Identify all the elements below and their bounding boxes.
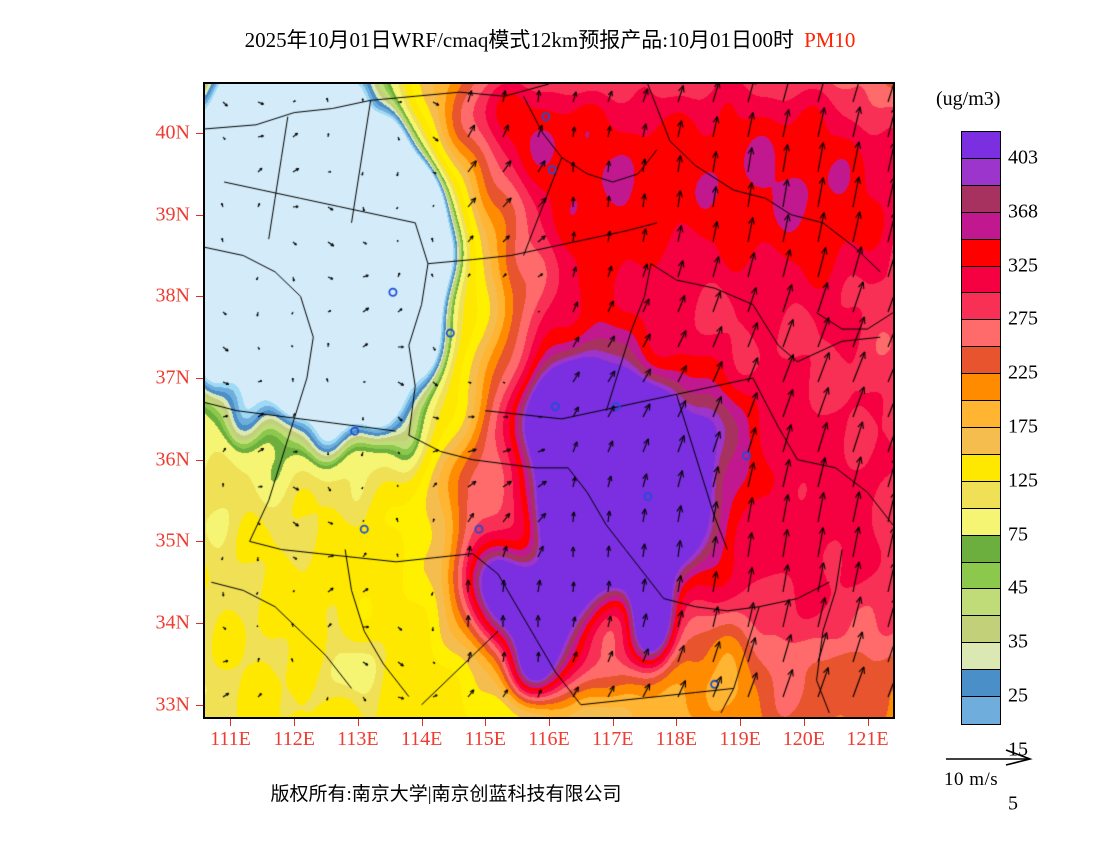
colorbar-tick-label: 45 [1008, 576, 1028, 599]
x-axis-tick [357, 719, 359, 726]
x-axis-label: 117E [591, 728, 634, 750]
colorbar-band [962, 616, 1000, 644]
colorbar-tick-label: 125 [1008, 469, 1038, 492]
colorbar-tick-label: 5 [1008, 792, 1018, 815]
x-axis-label: 120E [782, 728, 825, 750]
colorbar-band [962, 185, 1000, 213]
x-axis-tick [294, 719, 296, 726]
x-axis-label: 113E [337, 728, 379, 750]
colorbar-band [962, 347, 1000, 375]
wind-arrow-icon [946, 749, 1033, 766]
y-axis-tick [196, 459, 203, 461]
x-axis-tick [612, 719, 614, 726]
colorbar-tick-label: 175 [1008, 415, 1038, 438]
colorbar-band [962, 266, 1000, 294]
x-axis-tick [803, 719, 805, 726]
x-axis-tick [676, 719, 678, 726]
x-axis-tick [421, 719, 423, 726]
colorbar-tick-label: 25 [1008, 684, 1028, 707]
colorbar-unit-label: (ug/m3) [936, 88, 1001, 110]
colorbar-tick-label: 15 [1008, 738, 1028, 761]
y-axis-tick [196, 133, 203, 134]
page-title: 2025年10月01日WRF/cmaq模式12km预报产品:10月01日00时 P… [0, 24, 1100, 54]
colorbar-band [962, 320, 1000, 348]
colorbar-band [962, 374, 1000, 402]
x-axis-label: 119E [719, 728, 761, 750]
colorbar-band [962, 212, 1000, 240]
colorbar-band [962, 401, 1000, 428]
x-axis-tick [740, 719, 742, 726]
colorbar-band [962, 535, 1000, 563]
x-axis-label: 115E [464, 728, 507, 750]
y-axis-tick [196, 541, 203, 543]
wind-scale-label: 10 m/s [944, 769, 999, 790]
wind-scale-key: 10 m/s [944, 748, 1084, 791]
colorbar-band [962, 481, 1000, 509]
colorbar-band [962, 132, 1000, 159]
y-axis-label: 33N [155, 693, 190, 716]
colorbar-band [962, 643, 1000, 671]
forecast-map-plot[interactable] [203, 82, 895, 719]
y-axis-tick [196, 296, 203, 298]
x-axis-tick [230, 719, 232, 726]
y-axis-label: 39N [155, 203, 190, 226]
colorbar-band [962, 454, 1000, 482]
colorbar-tick-label: 35 [1008, 630, 1028, 653]
pm10-concentration-heatmap [205, 84, 893, 717]
colorbar-tick-label: 225 [1008, 361, 1038, 384]
copyright-footer: 版权所有:南京大学|南京创蓝科技有限公司 [270, 784, 622, 805]
x-axis-label: 111E [210, 728, 251, 750]
colorbar-band [962, 158, 1000, 186]
colorbar-tick-label: 75 [1008, 523, 1028, 546]
x-axis-label: 118E [655, 728, 698, 750]
colorbar-band [962, 670, 1000, 698]
x-axis-tick [867, 719, 869, 726]
y-axis-label: 34N [155, 611, 190, 634]
colorbar-band [962, 293, 1000, 321]
colorbar [961, 131, 1001, 725]
colorbar-band [962, 508, 1000, 536]
y-axis-tick [196, 378, 203, 380]
x-axis-label: 121E [846, 728, 889, 750]
colorbar-band [962, 589, 1000, 617]
colorbar-band [962, 427, 1000, 455]
y-axis-label: 40N [155, 121, 190, 144]
colorbar-tick-label: 368 [1008, 200, 1038, 223]
x-axis-tick [549, 719, 550, 726]
x-axis-label: 114E [400, 728, 443, 750]
colorbar-tick-label: 403 [1008, 146, 1038, 169]
title-main: 2025年10月01日WRF/cmaq模式12km预报产品:10月01日00时 [244, 28, 795, 52]
colorbar-band [962, 562, 1000, 590]
y-axis-tick [196, 623, 203, 625]
colorbar-tick-label: 325 [1008, 254, 1038, 277]
x-axis-label: 116E [528, 728, 570, 750]
y-axis-label: 35N [155, 529, 190, 552]
y-axis-tick [196, 214, 203, 216]
colorbar-band [962, 697, 1000, 724]
colorbar-band [962, 239, 1000, 267]
y-axis-label: 38N [155, 284, 190, 307]
x-axis-tick [485, 719, 487, 726]
colorbar-tick-label: 275 [1008, 307, 1038, 330]
y-axis-label: 37N [155, 366, 190, 389]
x-axis-label: 112E [273, 728, 315, 750]
y-axis-label: 36N [155, 448, 190, 471]
title-pollutant: PM10 [804, 28, 856, 52]
y-axis-tick [196, 704, 203, 706]
